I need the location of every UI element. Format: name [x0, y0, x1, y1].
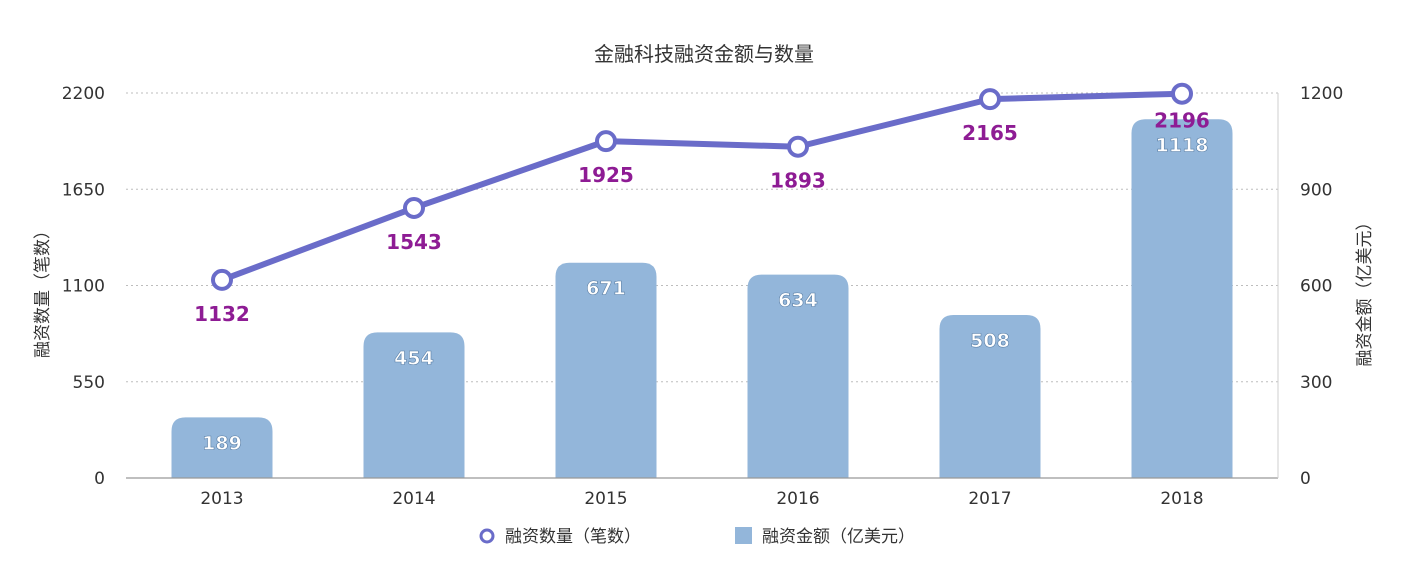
line-value-label: 1543: [386, 230, 442, 254]
line-point: [211, 268, 233, 291]
line-point: [595, 130, 617, 153]
data-labels: 189 454 671 634 508 1118 1132 1543 1925 1893 2165 2…: [194, 109, 1210, 455]
x-tick-label: 2018: [1160, 489, 1203, 509]
line-series: [211, 82, 1193, 291]
right-tick-label: 0: [1300, 469, 1311, 489]
gridlines: [126, 92, 1278, 383]
chart-title: 金融科技融资金额与数量: [594, 42, 814, 66]
bar-series: [171, 119, 1233, 478]
bar: [1131, 119, 1233, 478]
left-tick-label: 1650: [62, 180, 105, 200]
bar: [363, 332, 465, 478]
x-tick-label: 2015: [584, 489, 627, 509]
line-point: [787, 135, 809, 158]
right-tick-label: 300: [1300, 373, 1332, 393]
legend: 融资数量（笔数） 融资金额（亿美元）: [479, 527, 915, 547]
bar-value-label: 671: [586, 278, 626, 300]
line-value-label: 1925: [578, 163, 634, 187]
legend-bar-label: 融资金额（亿美元）: [762, 527, 915, 547]
x-tick-label: 2013: [200, 489, 243, 509]
bar: [939, 315, 1041, 478]
bar-value-label: 508: [970, 330, 1010, 352]
left-tick-label: 550: [73, 373, 105, 393]
x-tick-label: 2014: [392, 489, 435, 509]
bar: [171, 417, 273, 478]
line-point: [1171, 82, 1193, 105]
right-tick-label: 900: [1300, 180, 1332, 200]
legend-line-marker-icon: [479, 528, 495, 544]
line-value-label: 2196: [1154, 109, 1210, 133]
axes: 0 550 1100 1650 2200 0 300 600 900 1200 2013 2014 20…: [62, 84, 1344, 509]
left-axis-title: 融资数量（笔数）: [33, 222, 53, 358]
right-axis-title: 融资金额（亿美元）: [1355, 214, 1375, 367]
bar-value-label: 454: [394, 347, 434, 369]
left-tick-label: 0: [94, 469, 105, 489]
bar: [747, 274, 849, 478]
right-tick-label: 1200: [1300, 84, 1343, 104]
left-tick-label: 1100: [62, 277, 105, 297]
x-tick-label: 2016: [776, 489, 819, 509]
x-tick-label: 2017: [968, 489, 1011, 509]
left-tick-label: 2200: [62, 84, 105, 104]
bar-value-label: 634: [778, 290, 818, 312]
bar: [555, 262, 657, 478]
line-path: [219, 90, 1185, 283]
line-point: [403, 196, 425, 219]
line-value-label: 1893: [770, 169, 826, 193]
legend-line-label: 融资数量（笔数）: [505, 527, 641, 547]
right-tick-label: 600: [1300, 277, 1332, 297]
bar-value-label: 189: [202, 432, 242, 454]
line-point: [979, 88, 1001, 111]
bar-value-label: 1118: [1156, 134, 1209, 156]
legend-bar-swatch-icon: [735, 527, 752, 544]
line-value-label: 2165: [962, 121, 1018, 145]
line-value-label: 1132: [194, 302, 250, 326]
